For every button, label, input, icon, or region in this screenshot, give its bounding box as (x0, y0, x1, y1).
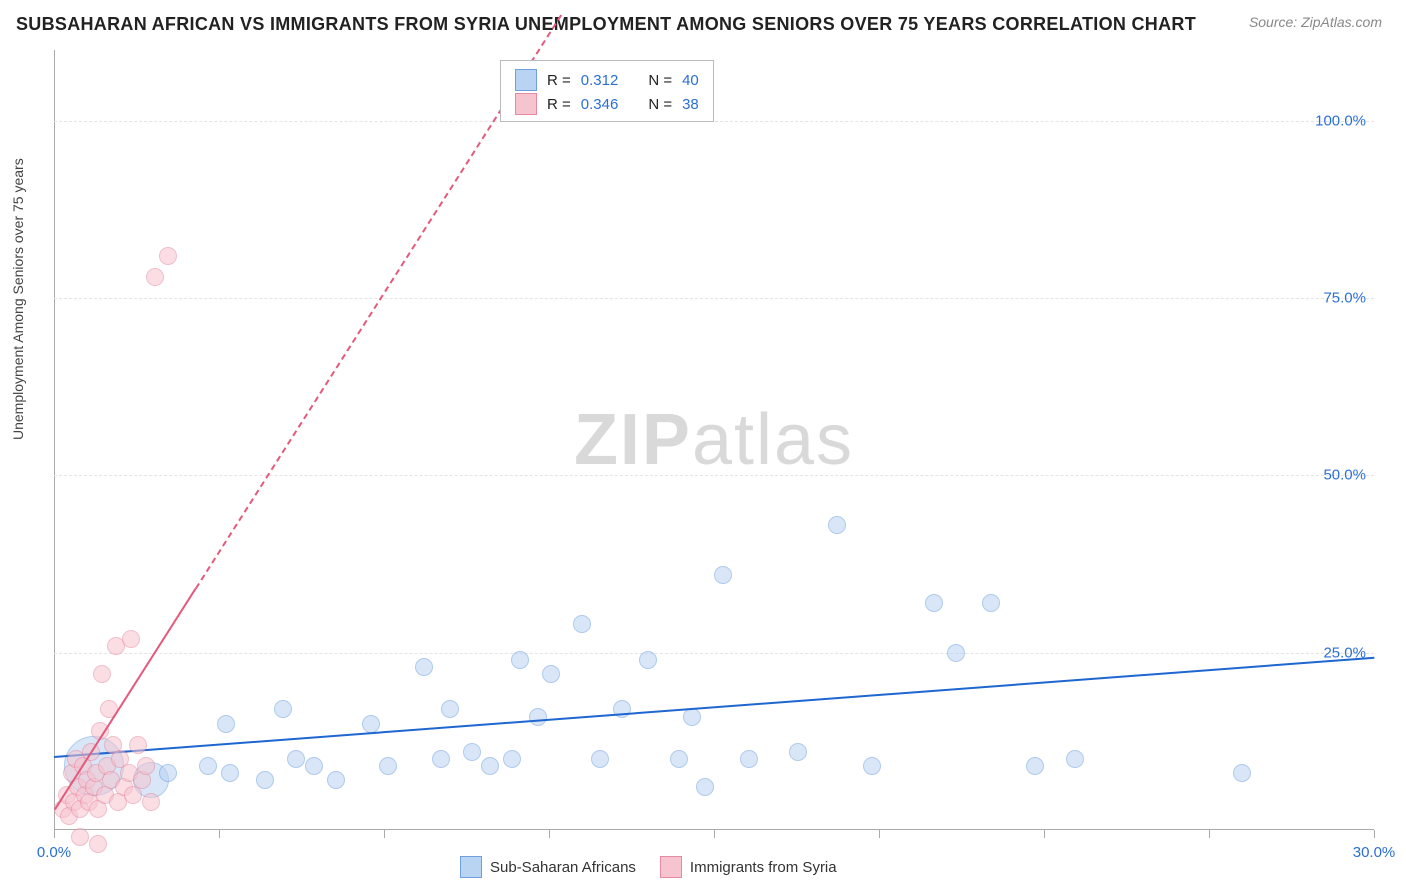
chart-plot-area: ZIPatlas 25.0%50.0%75.0%100.0%0.0%30.0% (54, 50, 1374, 830)
y-axis-label: Unemployment Among Seniors over 75 years (10, 158, 26, 440)
data-point-ssa (573, 615, 591, 633)
data-point-ssa (441, 700, 459, 718)
data-point-ssa (274, 700, 292, 718)
legend-r-label: R = (547, 96, 571, 113)
data-point-ssa (432, 750, 450, 768)
legend-swatch-ssa (460, 856, 482, 878)
data-point-syr (159, 247, 177, 265)
y-axis-line (54, 50, 55, 830)
legend-n-value: 38 (682, 96, 699, 113)
legend-item-ssa: Sub-Saharan Africans (460, 856, 636, 878)
data-point-syr (146, 268, 164, 286)
legend-r-label: R = (547, 72, 571, 89)
watermark: ZIPatlas (574, 399, 854, 481)
legend-label: Immigrants from Syria (690, 859, 837, 876)
x-tick (54, 830, 55, 838)
data-point-ssa (159, 764, 177, 782)
series-legend: Sub-Saharan Africans Immigrants from Syri… (460, 856, 837, 878)
y-tick-label: 100.0% (1315, 112, 1366, 129)
legend-item-syr: Immigrants from Syria (660, 856, 837, 878)
trend-line-ssa (54, 656, 1374, 757)
chart-title: SUBSAHARAN AFRICAN VS IMMIGRANTS FROM SY… (16, 14, 1196, 35)
legend-swatch-ssa (515, 69, 537, 91)
legend-r-value: 0.312 (581, 72, 619, 89)
data-point-ssa (863, 757, 881, 775)
correlation-legend: R = 0.312 N = 40 R = 0.346 N = 38 (500, 60, 714, 122)
grid-line (54, 121, 1374, 122)
data-point-syr (122, 630, 140, 648)
legend-swatch-syr (515, 93, 537, 115)
data-point-ssa (327, 771, 345, 789)
data-point-ssa (529, 708, 547, 726)
y-tick-label: 50.0% (1323, 467, 1366, 484)
x-tick-label: 30.0% (1353, 844, 1396, 861)
data-point-ssa (221, 764, 239, 782)
data-point-ssa (362, 715, 380, 733)
x-tick-label: 0.0% (37, 844, 71, 861)
data-point-syr (89, 835, 107, 853)
legend-swatch-syr (660, 856, 682, 878)
data-point-ssa (305, 757, 323, 775)
x-tick (1209, 830, 1210, 838)
data-point-syr (71, 828, 89, 846)
grid-line (54, 475, 1374, 476)
data-point-syr (93, 665, 111, 683)
data-point-ssa (1026, 757, 1044, 775)
legend-row-ssa: R = 0.312 N = 40 (515, 69, 699, 91)
y-tick-label: 75.0% (1323, 290, 1366, 307)
data-point-ssa (256, 771, 274, 789)
grid-line (54, 653, 1374, 654)
data-point-ssa (542, 665, 560, 683)
x-tick (714, 830, 715, 838)
x-tick (219, 830, 220, 838)
data-point-syr (142, 793, 160, 811)
data-point-ssa (982, 594, 1000, 612)
data-point-ssa (415, 658, 433, 676)
data-point-ssa (591, 750, 609, 768)
data-point-ssa (740, 750, 758, 768)
data-point-ssa (925, 594, 943, 612)
x-tick (1044, 830, 1045, 838)
data-point-ssa (714, 566, 732, 584)
data-point-syr (137, 757, 155, 775)
watermark-zip: ZIP (574, 400, 692, 480)
data-point-ssa (379, 757, 397, 775)
legend-n-label: N = (648, 72, 672, 89)
data-point-ssa (503, 750, 521, 768)
data-point-ssa (463, 743, 481, 761)
data-point-ssa (199, 757, 217, 775)
data-point-ssa (1066, 750, 1084, 768)
legend-n-value: 40 (682, 72, 699, 89)
data-point-ssa (789, 743, 807, 761)
x-tick (384, 830, 385, 838)
data-point-syr (129, 736, 147, 754)
legend-n-label: N = (648, 96, 672, 113)
legend-r-value: 0.346 (581, 96, 619, 113)
legend-row-syr: R = 0.346 N = 38 (515, 93, 699, 115)
data-point-ssa (670, 750, 688, 768)
watermark-atlas: atlas (692, 400, 854, 480)
data-point-ssa (947, 644, 965, 662)
data-point-ssa (481, 757, 499, 775)
source-attribution: Source: ZipAtlas.com (1249, 14, 1382, 30)
x-tick (879, 830, 880, 838)
data-point-ssa (287, 750, 305, 768)
data-point-ssa (696, 778, 714, 796)
data-point-ssa (511, 651, 529, 669)
data-point-ssa (217, 715, 235, 733)
data-point-ssa (1233, 764, 1251, 782)
data-point-ssa (828, 516, 846, 534)
legend-label: Sub-Saharan Africans (490, 859, 636, 876)
data-point-ssa (639, 651, 657, 669)
x-tick (549, 830, 550, 838)
x-tick (1374, 830, 1375, 838)
grid-line (54, 298, 1374, 299)
